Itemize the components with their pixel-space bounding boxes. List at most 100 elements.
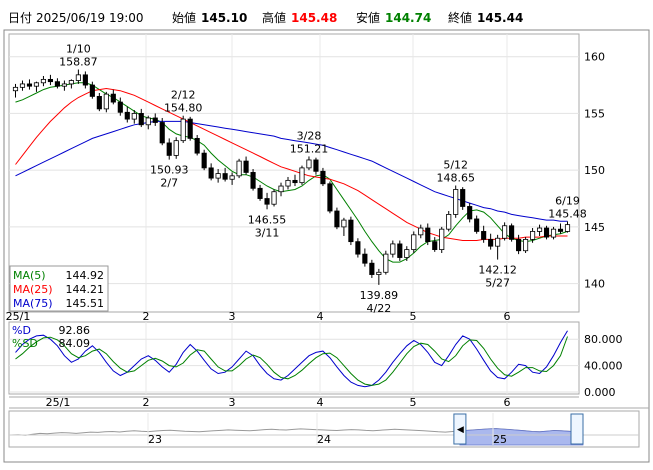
candle-body-40 — [292, 179, 298, 184]
candle-11 — [89, 81, 95, 99]
price-y-tick-2: 150 — [584, 164, 605, 177]
candle-body-52 — [376, 271, 382, 275]
annotation-price-0: 158.87 — [59, 56, 98, 69]
high-label: 高値 — [262, 10, 286, 25]
candle-46 — [334, 207, 340, 230]
candle-body-57 — [411, 234, 417, 250]
candle-4 — [40, 75, 47, 87]
candle-55 — [397, 240, 403, 261]
stochastic-y-axis: 0.000 40.000 80.000 — [584, 333, 623, 399]
price-x-tick-2: 3 — [229, 310, 236, 323]
candle-body-28 — [208, 167, 214, 179]
candle-body-46 — [334, 210, 340, 228]
candle-35 — [257, 184, 263, 201]
candle-body-19 — [145, 117, 151, 126]
navigator-handles[interactable]: ◀ — [453, 413, 584, 445]
stochastic-legend: %D 92.86 %SD 84.09 — [12, 324, 90, 350]
candle-body-34 — [250, 172, 256, 189]
candle-body-32 — [236, 160, 242, 177]
candle-1 — [19, 80, 26, 91]
low-value: 144.74 — [385, 11, 431, 25]
candle-45 — [327, 181, 333, 214]
candle-body-47 — [341, 219, 347, 228]
candle-body-4 — [40, 78, 47, 84]
stoch-legend-name-0: %D — [12, 324, 31, 337]
stochastic-lines — [15, 330, 568, 388]
price-y-axis: 140 145 150 155 160 — [584, 51, 605, 291]
candle-body-43 — [313, 159, 319, 172]
candle-body-68 — [488, 238, 494, 247]
price-y-tick-0: 140 — [584, 278, 605, 291]
candle-49 — [355, 238, 361, 258]
candle-30 — [222, 167, 228, 182]
ma-legend-name-1: MA(25) — [13, 283, 53, 296]
stoch-x-tick-4: 5 — [410, 396, 417, 409]
candle-body-23 — [173, 140, 179, 156]
stoch-line-0 — [15, 330, 568, 388]
price-y-tick-1: 145 — [584, 221, 605, 234]
stochastic-panel[interactable]: 0.000 40.000 80.000 %D 92.86 %SD 84.09 — [8, 321, 623, 399]
candle-body-24 — [180, 118, 186, 142]
ma-legend-name-2: MA(75) — [13, 297, 53, 310]
candle-body-65 — [467, 206, 473, 220]
price-grid — [9, 34, 579, 312]
price-x-tick-1: 2 — [143, 310, 150, 323]
candle-34 — [250, 169, 256, 191]
candle-12 — [96, 93, 102, 112]
candle-body-75 — [536, 227, 543, 232]
price-x-tick-0: 25/1 — [6, 310, 31, 323]
price-x-tick-3: 4 — [317, 310, 324, 323]
candle-36 — [264, 192, 270, 210]
navigator-panel[interactable]: 23 24 25 ◀ — [8, 410, 640, 448]
price-x-axis: 25/1 2 3 4 5 6 — [6, 310, 511, 323]
annotation-date-0: 1/10 — [66, 43, 91, 56]
annotation-date-4: 3/28 — [297, 129, 322, 142]
candle-body-42 — [306, 159, 312, 169]
annotation-price-8: 145.48 — [548, 207, 587, 220]
candle-48 — [348, 216, 354, 246]
candle-body-11 — [89, 84, 95, 97]
candle-23 — [173, 137, 179, 159]
candle-38 — [278, 182, 284, 197]
candle-body-12 — [96, 96, 102, 110]
candle-body-45 — [327, 183, 333, 212]
stoch-x-tick-5: 6 — [504, 396, 511, 409]
candle-25 — [187, 116, 193, 141]
candle-body-16 — [124, 111, 130, 120]
stoch-x-tick-1: 2 — [143, 396, 150, 409]
candle-body-76 — [543, 227, 550, 238]
candle-73 — [523, 237, 529, 253]
candle-42 — [306, 156, 312, 171]
outer-frame — [3, 29, 650, 463]
candle-61 — [439, 226, 445, 253]
candle-body-8 — [68, 80, 74, 85]
candle-body-59 — [425, 227, 431, 243]
annotation-price-2: 150.93 — [150, 164, 189, 177]
candle-27 — [201, 149, 207, 171]
annotation-price-4: 151.21 — [290, 142, 329, 155]
stoch-x-tick-3: 4 — [317, 396, 324, 409]
candle-69 — [495, 234, 501, 260]
ma-line-2 — [15, 120, 568, 222]
close-value: 145.44 — [477, 11, 523, 25]
candle-75 — [536, 224, 543, 236]
candle-0 — [12, 83, 19, 98]
candle-body-62 — [446, 214, 452, 230]
navigator-right-handle[interactable] — [570, 413, 584, 445]
candle-72 — [516, 234, 522, 255]
candle-body-58 — [418, 227, 424, 236]
navigator-left-handle[interactable] — [453, 413, 467, 445]
stoch-line-1 — [15, 336, 568, 386]
candle-body-56 — [404, 249, 410, 258]
annotation-price-1: 154.80 — [164, 102, 203, 115]
candle-57 — [411, 231, 417, 253]
navigator-x-tick-0: 23 — [148, 433, 162, 446]
candle-body-0 — [12, 86, 19, 92]
high-value: 145.48 — [291, 11, 337, 25]
candle-66 — [474, 215, 480, 234]
ma-legend-value-0: 144.92 — [66, 269, 105, 282]
candle-39 — [285, 176, 291, 190]
